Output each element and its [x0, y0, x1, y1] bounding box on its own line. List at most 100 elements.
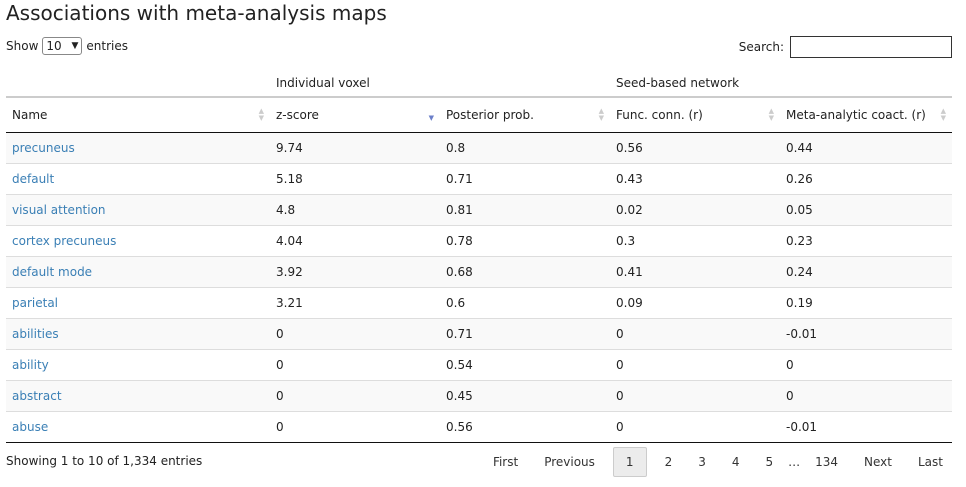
cell-posterior-prob: 0.68: [440, 256, 610, 288]
table-row: parietal 3.21 0.6 0.09 0.19: [6, 287, 953, 319]
sort-icon: ▲ ▼: [768, 107, 774, 122]
cell-name: abuse: [6, 411, 270, 443]
cell-func-conn: 0: [610, 411, 780, 443]
table-info: Showing 1 to 10 of 1,334 entries: [6, 454, 203, 468]
pagination: First Previous 1 2 3 4 5 … 134 Next Last: [480, 447, 956, 477]
cell-posterior-prob: 0.56: [440, 411, 610, 443]
search-label: Search:: [738, 40, 784, 54]
cell-name: cortex precuneus: [6, 225, 270, 257]
header-label: Name: [12, 108, 48, 122]
cell-z-score: 0: [270, 380, 440, 412]
cell-z-score: 0: [270, 349, 440, 381]
cell-meta-coact: -0.01: [780, 318, 953, 350]
sort-icon: ▲ ▼: [598, 107, 604, 122]
sort-desc-icon: ▲ ▼: [428, 107, 434, 122]
previous-page-button[interactable]: Previous: [544, 455, 595, 469]
group-individual-voxel: Individual voxel: [276, 76, 370, 90]
table-row: abstract 0 0.45 0 0: [6, 380, 953, 412]
entries-select[interactable]: 10 ▼: [42, 37, 83, 55]
table-row: ability 0 0.54 0 0: [6, 349, 953, 381]
cell-func-conn: 0.56: [610, 132, 780, 164]
table-row: precuneus 9.74 0.8 0.56 0.44: [6, 132, 953, 164]
term-link[interactable]: visual attention: [12, 203, 106, 217]
cell-meta-coact: 0.26: [780, 163, 953, 195]
cell-posterior-prob: 0.45: [440, 380, 610, 412]
cell-z-score: 9.74: [270, 132, 440, 164]
search-control: Search:: [739, 36, 952, 58]
cell-func-conn: 0: [610, 318, 780, 350]
page-button-5[interactable]: 5: [765, 455, 774, 469]
entries-length-control: Show 10 ▼ entries: [6, 37, 128, 55]
cell-z-score: 3.21: [270, 287, 440, 319]
cell-name: default: [6, 163, 270, 195]
page-button-4[interactable]: 4: [731, 455, 740, 469]
header-label: Func. conn. (r): [616, 108, 703, 122]
page-title: Associations with meta-analysis maps: [6, 1, 387, 25]
next-page-button[interactable]: Next: [864, 455, 892, 469]
cell-func-conn: 0: [610, 380, 780, 412]
term-link[interactable]: cortex precuneus: [12, 234, 117, 248]
first-page-button[interactable]: First: [492, 455, 519, 469]
cell-posterior-prob: 0.81: [440, 194, 610, 226]
cell-name: default mode: [6, 256, 270, 288]
column-group-row: Individual voxel Seed-based network: [6, 70, 952, 97]
cell-meta-coact: 0.19: [780, 287, 953, 319]
term-link[interactable]: default: [12, 172, 55, 186]
cell-posterior-prob: 0.71: [440, 318, 610, 350]
table-row: abilities 0 0.71 0 -0.01: [6, 318, 953, 350]
term-link[interactable]: abuse: [12, 420, 49, 434]
cell-posterior-prob: 0.8: [440, 132, 610, 164]
entries-select-value: 10: [46, 39, 62, 53]
cell-z-score: 0: [270, 411, 440, 443]
cell-posterior-prob: 0.6: [440, 287, 610, 319]
cell-func-conn: 0.3: [610, 225, 780, 257]
header-label: Meta-analytic coact. (r): [786, 108, 926, 122]
cell-z-score: 0: [270, 318, 440, 350]
chevron-down-icon: ▼: [71, 41, 79, 51]
cell-z-score: 5.18: [270, 163, 440, 195]
length-suffix: entries: [86, 39, 128, 53]
term-link[interactable]: ability: [12, 358, 49, 372]
page-button-1[interactable]: 1: [612, 447, 647, 477]
page-button-3[interactable]: 3: [698, 455, 706, 469]
term-link[interactable]: abilities: [12, 327, 59, 341]
cell-meta-coact: 0.05: [780, 194, 953, 226]
header-row: Name ▲ ▼ z-score ▲ ▼ Posterior prob. ▲ ▼ Func.…: [6, 96, 953, 133]
header-meta-coact[interactable]: Meta-analytic coact. (r) ▲ ▼: [780, 96, 953, 133]
cell-meta-coact: 0: [780, 349, 953, 381]
term-link[interactable]: precuneus: [12, 141, 75, 155]
cell-func-conn: 0.41: [610, 256, 780, 288]
table-row: abuse 0 0.56 0 -0.01: [6, 411, 953, 443]
table-row: default 5.18 0.71 0.43 0.26: [6, 163, 953, 195]
search-input[interactable]: [790, 36, 952, 58]
table-row: cortex precuneus 4.04 0.78 0.3 0.23: [6, 225, 953, 257]
cell-z-score: 4.8: [270, 194, 440, 226]
cell-name: ability: [6, 349, 270, 381]
last-page-button[interactable]: Last: [918, 455, 943, 469]
cell-name: parietal: [6, 287, 270, 319]
pagination-ellipsis: …: [788, 455, 801, 469]
header-posterior-prob[interactable]: Posterior prob. ▲ ▼: [440, 96, 610, 133]
term-link[interactable]: default mode: [12, 265, 93, 279]
cell-posterior-prob: 0.54: [440, 349, 610, 381]
cell-meta-coact: 0.24: [780, 256, 953, 288]
page-button-last[interactable]: 134: [815, 455, 839, 469]
header-z-score[interactable]: z-score ▲ ▼: [270, 96, 440, 133]
length-prefix: Show: [6, 39, 39, 53]
cell-posterior-prob: 0.78: [440, 225, 610, 257]
term-link[interactable]: parietal: [12, 296, 59, 310]
group-seed-network: Seed-based network: [616, 76, 740, 90]
cell-meta-coact: 0.44: [780, 132, 953, 164]
cell-name: abilities: [6, 318, 270, 350]
associations-table: Individual voxel Seed-based network Name…: [6, 70, 953, 443]
table-row: default mode 3.92 0.68 0.41 0.24: [6, 256, 953, 288]
term-link[interactable]: abstract: [12, 389, 62, 403]
page-button-2[interactable]: 2: [664, 455, 673, 469]
header-name[interactable]: Name ▲ ▼: [6, 96, 270, 133]
sort-icon: ▲ ▼: [940, 107, 947, 122]
cell-func-conn: 0.43: [610, 163, 780, 195]
cell-posterior-prob: 0.71: [440, 163, 610, 195]
header-func-conn[interactable]: Func. conn. (r) ▲ ▼: [610, 96, 780, 133]
cell-name: abstract: [6, 380, 270, 412]
